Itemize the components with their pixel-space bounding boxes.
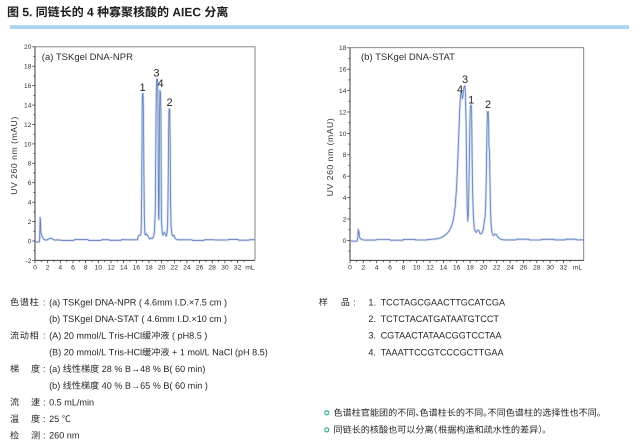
svg-text:2: 2 <box>343 216 347 223</box>
svg-text:TCCTAGCGAACTTGCATCGA: TCCTAGCGAACTTGCATCGA <box>381 297 506 307</box>
svg-text:20: 20 <box>24 44 32 51</box>
svg-text:14: 14 <box>24 103 32 110</box>
svg-text:10: 10 <box>95 265 103 272</box>
svg-text:10: 10 <box>339 131 347 138</box>
svg-text:2: 2 <box>28 219 32 226</box>
svg-text:260 nm: 260 nm <box>49 431 79 441</box>
svg-text:2.: 2. <box>368 314 376 324</box>
svg-text:22: 22 <box>493 265 501 272</box>
svg-text:(b) TSKgel DNA-STAT ( 4.6mm I.: (b) TSKgel DNA-STAT ( 4.6mm I.D.×10 cm ) <box>49 314 227 324</box>
svg-text::: : <box>43 364 46 374</box>
svg-text:4: 4 <box>28 200 32 207</box>
svg-text:24: 24 <box>506 265 514 272</box>
svg-text:3.: 3. <box>368 331 376 341</box>
svg-text:8: 8 <box>343 152 347 159</box>
svg-text:-2: -2 <box>26 258 32 265</box>
svg-text:26: 26 <box>196 265 204 272</box>
svg-text:4.: 4. <box>368 347 376 357</box>
svg-text:26: 26 <box>520 265 528 272</box>
svg-text:4: 4 <box>375 265 379 272</box>
svg-text:12: 12 <box>24 122 32 129</box>
svg-text:12: 12 <box>426 265 434 272</box>
svg-text:30: 30 <box>221 265 229 272</box>
svg-text:14: 14 <box>440 265 448 272</box>
svg-text:16: 16 <box>339 67 347 74</box>
svg-text:2: 2 <box>485 99 491 111</box>
svg-text:18: 18 <box>466 265 474 272</box>
svg-text:0: 0 <box>28 238 32 245</box>
svg-text:2: 2 <box>46 265 50 272</box>
svg-text:(b) TSKgel DNA-STAT: (b) TSKgel DNA-STAT <box>361 52 455 63</box>
svg-text:8: 8 <box>28 161 32 168</box>
svg-text:0.5 mL/min: 0.5 mL/min <box>49 397 94 407</box>
svg-text:TAAATTCCGTCCCGCTTGAA: TAAATTCCGTCCCGCTTGAA <box>381 347 505 357</box>
svg-text:mL: mL <box>245 265 255 272</box>
svg-text::: : <box>43 414 46 424</box>
svg-text:14: 14 <box>120 265 128 272</box>
svg-text:mL: mL <box>573 265 583 272</box>
svg-text:4: 4 <box>58 265 62 272</box>
svg-text:28: 28 <box>533 265 541 272</box>
svg-text:6: 6 <box>28 180 32 187</box>
svg-text:2: 2 <box>361 265 365 272</box>
svg-text:CGTAACTATAACGGTCCTAA: CGTAACTATAACGGTCCTAA <box>381 331 503 341</box>
svg-text:28: 28 <box>208 265 216 272</box>
svg-text:(a) TSKgel DNA-NPR ( 4.6mm I.D: (a) TSKgel DNA-NPR ( 4.6mm I.D.×7.5 cm ) <box>49 297 227 307</box>
svg-text:20: 20 <box>158 265 166 272</box>
svg-text::: : <box>353 297 356 307</box>
svg-text:10: 10 <box>413 265 421 272</box>
svg-text:16: 16 <box>453 265 461 272</box>
svg-text:16: 16 <box>24 83 32 90</box>
svg-text:6: 6 <box>388 265 392 272</box>
svg-text:TCTCTACATGATAATGTCCT: TCTCTACATGATAATGTCCT <box>381 314 500 324</box>
svg-text:22: 22 <box>171 265 179 272</box>
svg-text:18: 18 <box>24 64 32 71</box>
svg-text:20: 20 <box>480 265 488 272</box>
svg-text:30: 30 <box>546 265 554 272</box>
svg-text:6: 6 <box>71 265 75 272</box>
svg-text:24: 24 <box>183 265 191 272</box>
svg-text:UV 260 nm (mAU): UV 260 nm (mAU) <box>325 118 335 196</box>
svg-text:32: 32 <box>234 265 242 272</box>
svg-text:3: 3 <box>153 67 159 79</box>
svg-text:4: 4 <box>343 195 347 202</box>
svg-text:18: 18 <box>145 265 153 272</box>
svg-text::: : <box>43 297 46 307</box>
svg-text:(a) TSKgel DNA-NPR: (a) TSKgel DNA-NPR <box>42 52 133 63</box>
svg-text:16: 16 <box>133 265 141 272</box>
svg-text:0: 0 <box>343 238 347 245</box>
svg-text:1: 1 <box>140 82 146 94</box>
svg-text:8: 8 <box>84 265 88 272</box>
svg-text:2: 2 <box>166 97 172 109</box>
svg-text:6: 6 <box>343 174 347 181</box>
svg-text:12: 12 <box>339 109 347 116</box>
svg-text:8: 8 <box>402 265 406 272</box>
svg-text:1.: 1. <box>368 297 376 307</box>
svg-text::: : <box>43 331 46 341</box>
svg-text:1: 1 <box>468 94 474 106</box>
svg-text:0: 0 <box>348 265 352 272</box>
svg-text:UV 260 nm (mAU): UV 260 nm (mAU) <box>9 116 19 194</box>
svg-text:12: 12 <box>107 265 115 272</box>
svg-text:4: 4 <box>457 84 463 96</box>
svg-text:0: 0 <box>33 265 37 272</box>
svg-text:18: 18 <box>339 45 347 52</box>
svg-text:32: 32 <box>560 265 568 272</box>
svg-text:10: 10 <box>24 141 32 148</box>
svg-text:14: 14 <box>339 88 347 95</box>
svg-text:3: 3 <box>462 74 468 86</box>
svg-text:4: 4 <box>157 78 163 90</box>
svg-text::: : <box>43 397 46 407</box>
svg-text::: : <box>43 431 46 441</box>
